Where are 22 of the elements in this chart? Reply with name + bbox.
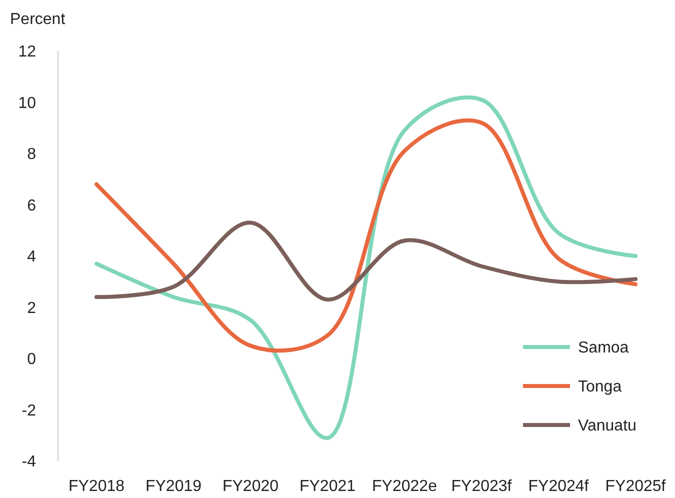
x-tick-label: FY2020: [222, 478, 279, 495]
x-tick-label: FY2022e: [372, 478, 438, 495]
line-series: [94, 220, 638, 302]
x-tick-label: FY2018: [68, 478, 125, 495]
y-tick-label: 10: [18, 94, 36, 112]
legend-label: Tonga: [578, 378, 622, 396]
x-tick-label: FY2024f: [528, 478, 590, 495]
x-tick-label: FY2023f: [451, 478, 512, 495]
x-tick-label: FY2019: [145, 478, 202, 495]
y-tick-label: -2: [22, 402, 36, 420]
y-tick-label: -4: [22, 454, 36, 471]
x-tick-label: FY2025f: [605, 478, 666, 495]
y-tick-label: 2: [27, 300, 36, 317]
y-axis-title: Percent: [10, 11, 66, 28]
y-tick-label: 8: [27, 146, 36, 164]
y-tick-label: 12: [18, 44, 36, 61]
y-tick-label: 6: [27, 197, 36, 214]
x-tick-label: FY2021: [299, 478, 356, 495]
y-tick-label: 0: [27, 351, 36, 368]
y-tick-label: 4: [27, 248, 36, 266]
legend-label: Vanuatu: [578, 418, 636, 435]
legend-label: Samoa: [578, 340, 629, 357]
